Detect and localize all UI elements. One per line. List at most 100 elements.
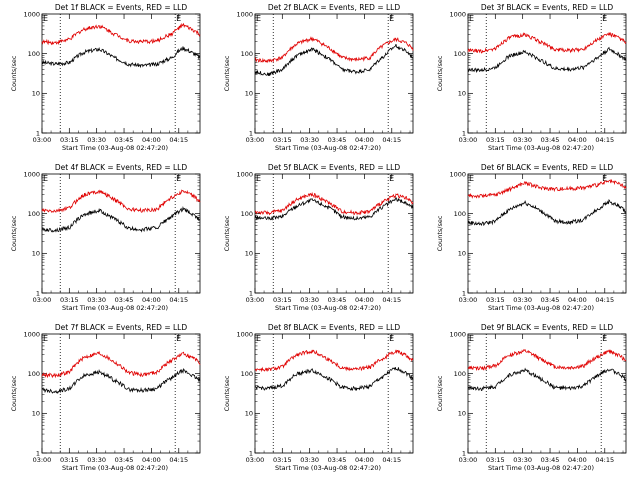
plot-frame (254, 173, 414, 294)
y-tick-label: 1000 (449, 10, 466, 18)
x-tick-label: 03:00 (33, 136, 52, 144)
y-tick-label: 1000 (23, 10, 40, 18)
events-series-line (254, 196, 414, 221)
x-tick-label: 03:00 (246, 136, 265, 144)
lld-series-line (41, 350, 201, 379)
x-tick-label: 03:45 (115, 296, 134, 304)
eclipse-marker-right: E (176, 14, 181, 23)
plot-frame (254, 13, 414, 134)
eclipse-marker-left: E (256, 334, 261, 343)
y-tick-label: 1000 (236, 170, 253, 178)
y-axis-label: Counts/sec (10, 55, 18, 91)
y-tick-label: 1000 (236, 10, 253, 18)
x-tick-label: 03:00 (459, 296, 478, 304)
x-tick-label: 03:30 (513, 296, 532, 304)
lld-series-line (254, 36, 414, 64)
x-tick-label: 03:30 (87, 136, 106, 144)
y-tick-label: 1 (462, 449, 466, 457)
x-tick-label: 03:45 (541, 296, 560, 304)
panel-title: Det 8f BLACK = Events, RED = LLD (268, 323, 401, 332)
eclipse-marker-right: E (389, 334, 394, 343)
x-tick-label: 03:15 (486, 136, 505, 144)
x-tick-label: 04:00 (568, 456, 587, 464)
y-tick-label: 1000 (449, 330, 466, 338)
detector-panel-2: Det 2f BLACK = Events, RED = LLD 1 10 100 10… (213, 0, 426, 160)
y-axis-label: Counts/sec (10, 375, 18, 411)
x-tick-label: 03:30 (513, 136, 532, 144)
x-tick-label: 03:15 (60, 456, 79, 464)
eclipse-marker-left: E (469, 174, 474, 183)
x-tick-label: 03:45 (328, 136, 347, 144)
events-series-line (41, 205, 201, 233)
y-tick-label: 100 (454, 210, 466, 218)
events-series-line (41, 367, 201, 395)
y-tick-label: 100 (28, 50, 40, 58)
panel-title: Det 4f BLACK = Events, RED = LLD (55, 163, 188, 172)
lld-series-line (41, 189, 201, 213)
x-axis-label: Start Time (03-Aug-08 02:47:20) (275, 304, 381, 312)
panel-title: Det 1f BLACK = Events, RED = LLD (55, 3, 188, 12)
x-tick-label: 03:30 (300, 296, 319, 304)
y-tick-label: 1 (249, 289, 253, 297)
y-tick-label: 1000 (23, 330, 40, 338)
y-tick-label: 10 (32, 410, 40, 418)
x-axis-label: Start Time (03-Aug-08 02:47:20) (488, 304, 594, 312)
x-tick-label: 03:45 (541, 456, 560, 464)
y-tick-label: 10 (458, 410, 466, 418)
detector-chart-3: Det 3f BLACK = Events, RED = LLD 1 10 100 10… (436, 3, 627, 152)
x-tick-label: 03:00 (246, 296, 265, 304)
y-tick-label: 100 (241, 210, 253, 218)
events-series-line (41, 46, 201, 69)
x-tick-label: 03:15 (60, 136, 79, 144)
eclipse-marker-right: E (602, 174, 607, 183)
x-tick-label: 03:15 (273, 456, 292, 464)
x-tick-label: 04:00 (142, 296, 161, 304)
x-tick-label: 03:15 (486, 456, 505, 464)
eclipse-marker-left: E (469, 14, 474, 23)
x-tick-label: 03:30 (87, 456, 106, 464)
x-tick-label: 03:45 (115, 136, 134, 144)
x-tick-label: 03:15 (273, 296, 292, 304)
plot-frame (41, 13, 201, 134)
x-tick-label: 04:00 (355, 136, 374, 144)
panel-title: Det 2f BLACK = Events, RED = LLD (268, 3, 401, 12)
eclipse-marker-left: E (43, 334, 48, 343)
panel-title: Det 9f BLACK = Events, RED = LLD (481, 323, 614, 332)
y-axis-label: Counts/sec (436, 375, 444, 411)
y-tick-label: 100 (241, 50, 253, 58)
x-tick-label: 03:45 (115, 456, 134, 464)
y-tick-label: 100 (28, 210, 40, 218)
plot-frame (467, 173, 627, 294)
detector-chart-9: Det 9f BLACK = Events, RED = LLD 1 10 100 10… (436, 323, 627, 472)
plot-frame (254, 333, 414, 454)
x-tick-label: 04:15 (595, 456, 614, 464)
y-tick-label: 100 (28, 370, 40, 378)
x-tick-label: 04:15 (382, 456, 401, 464)
y-tick-label: 10 (245, 250, 253, 258)
events-series-line (254, 43, 414, 77)
x-tick-label: 04:15 (169, 456, 188, 464)
eclipse-marker-right: E (176, 174, 181, 183)
panel-title: Det 7f BLACK = Events, RED = LLD (55, 323, 188, 332)
detector-chart-8: Det 8f BLACK = Events, RED = LLD 1 10 100 10… (223, 323, 414, 472)
x-tick-label: 03:45 (541, 136, 560, 144)
y-axis-label: Counts/sec (436, 55, 444, 91)
x-tick-label: 04:00 (142, 136, 161, 144)
y-tick-label: 1000 (449, 170, 466, 178)
x-axis-label: Start Time (03-Aug-08 02:47:20) (62, 304, 168, 312)
x-tick-label: 03:30 (300, 136, 319, 144)
x-tick-label: 03:00 (459, 456, 478, 464)
eclipse-marker-left: E (469, 334, 474, 343)
events-series-line (467, 199, 627, 227)
y-axis-label: Counts/sec (223, 215, 231, 251)
eclipse-marker-left: E (43, 14, 48, 23)
eclipse-marker-left: E (256, 14, 261, 23)
x-tick-label: 04:15 (595, 136, 614, 144)
detector-chart-5: Det 5f BLACK = Events, RED = LLD 1 10 100 10… (223, 163, 414, 312)
x-axis-label: Start Time (03-Aug-08 02:47:20) (62, 464, 168, 472)
eclipse-marker-left: E (43, 174, 48, 183)
x-tick-label: 04:15 (169, 136, 188, 144)
y-axis-label: Counts/sec (223, 55, 231, 91)
x-tick-label: 03:15 (60, 296, 79, 304)
